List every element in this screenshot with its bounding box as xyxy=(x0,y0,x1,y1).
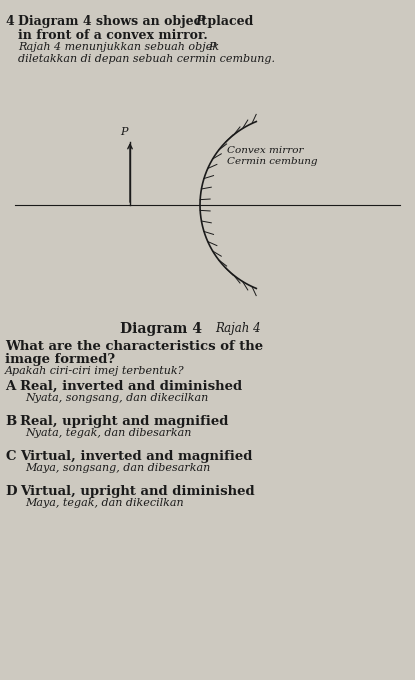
Text: What are the characteristics of the: What are the characteristics of the xyxy=(5,340,263,353)
Text: Maya, tegak, dan dikecilkan: Maya, tegak, dan dikecilkan xyxy=(25,498,183,508)
Text: Maya, songsang, dan dibesarkan: Maya, songsang, dan dibesarkan xyxy=(25,463,210,473)
Text: B: B xyxy=(5,415,16,428)
Text: Diagram 4: Diagram 4 xyxy=(120,322,202,336)
Text: Rajah 4 menunjukkan sebuah objek: Rajah 4 menunjukkan sebuah objek xyxy=(18,42,222,52)
Text: placed: placed xyxy=(203,15,254,28)
Text: C: C xyxy=(5,450,15,463)
Text: Apakah ciri-ciri imej terbentuk?: Apakah ciri-ciri imej terbentuk? xyxy=(5,366,185,376)
Text: Diagram 4 shows an object: Diagram 4 shows an object xyxy=(18,15,211,28)
Text: Cermin cembung: Cermin cembung xyxy=(227,157,317,166)
Text: Nyata, tegak, dan dibesarkan: Nyata, tegak, dan dibesarkan xyxy=(25,428,191,438)
Text: P: P xyxy=(195,15,204,28)
Text: 4: 4 xyxy=(5,15,14,28)
Text: image formed?: image formed? xyxy=(5,353,115,366)
Text: Nyata, songsang, dan dikecilkan: Nyata, songsang, dan dikecilkan xyxy=(25,393,208,403)
Text: Convex mirror: Convex mirror xyxy=(227,146,303,155)
Text: P: P xyxy=(120,127,127,137)
Text: Real, inverted and diminished: Real, inverted and diminished xyxy=(20,380,242,393)
Text: in front of a convex mirror.: in front of a convex mirror. xyxy=(18,29,208,42)
Text: Virtual, inverted and magnified: Virtual, inverted and magnified xyxy=(20,450,252,463)
Text: D: D xyxy=(5,485,17,498)
Text: diletakkan di depan sebuah cermin cembung.: diletakkan di depan sebuah cermin cembun… xyxy=(18,54,275,64)
Text: P: P xyxy=(208,42,215,52)
Text: Rajah 4: Rajah 4 xyxy=(215,322,261,335)
Text: Real, upright and magnified: Real, upright and magnified xyxy=(20,415,228,428)
Text: A: A xyxy=(5,380,15,393)
Text: Virtual, upright and diminished: Virtual, upright and diminished xyxy=(20,485,255,498)
